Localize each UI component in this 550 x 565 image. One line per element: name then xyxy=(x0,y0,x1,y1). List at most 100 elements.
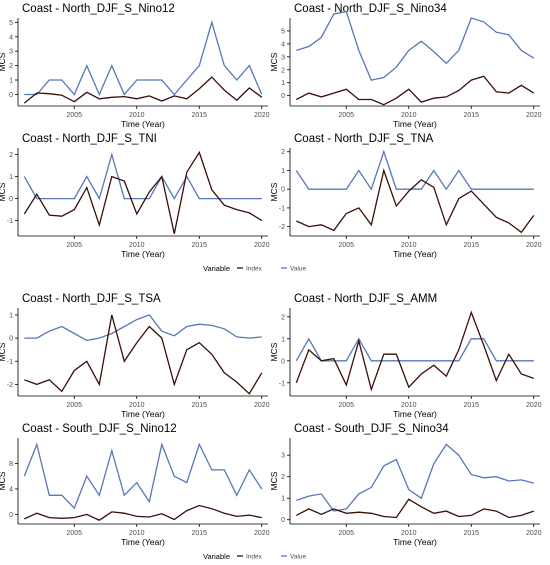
y-tick-label: -1 xyxy=(279,380,285,387)
x-tick-label: 2005 xyxy=(66,530,82,537)
x-axis-label: Time (Year) xyxy=(121,119,165,129)
y-axis-label: MCS xyxy=(0,342,7,361)
panel-title: Coast - South_DJF_S_Nino34 xyxy=(294,423,449,435)
x-tick-label: 2015 xyxy=(191,112,207,119)
panel-title: Coast - North_DJF_S_Nino34 xyxy=(294,3,447,15)
y-tick-label: 2 xyxy=(9,63,13,70)
x-axis-label: Time (Year) xyxy=(121,537,165,547)
series-line-index xyxy=(24,19,263,97)
y-tick-label: 1 xyxy=(9,174,13,181)
y-axis-label: MCS xyxy=(0,52,7,71)
y-tick-label: 0 xyxy=(281,517,285,524)
x-tick-label: 2020 xyxy=(254,112,270,119)
x-tick-label: 2005 xyxy=(66,242,82,249)
x-tick-label: 2005 xyxy=(338,112,354,119)
series-line-value xyxy=(24,314,263,395)
series-line-index xyxy=(23,442,263,510)
chart-panel-8: Coast - South_DJF_S_Nino34 0 1 2 3 2005 2010 20… xyxy=(269,423,542,547)
x-tick-label: 2010 xyxy=(129,112,145,119)
x-tick-label: 2010 xyxy=(129,402,145,409)
y-axis-label: MCS xyxy=(269,182,279,201)
y-tick-label: 3 xyxy=(9,49,13,56)
series-line-index xyxy=(295,337,534,362)
y-tick-label: 0 xyxy=(281,93,285,100)
panel-title: Coast - North_DJF_S_TNI xyxy=(22,133,157,145)
panel-title: Coast - South_DJF_S_Nino12 xyxy=(22,423,177,435)
x-tick-label: 2010 xyxy=(401,530,417,537)
y-tick-label: 3 xyxy=(281,54,285,61)
x-axis-label: Time (Year) xyxy=(393,119,437,129)
y-axis-label: MCS xyxy=(269,342,279,361)
series-line-index xyxy=(295,149,534,191)
y-axis-label: MCS xyxy=(0,471,7,490)
y-axis-label: MCS xyxy=(269,471,279,490)
chart-panel-5: Coast - North_DJF_S_TSA -2 -1 0 1 2005 2010 201… xyxy=(0,293,270,419)
x-tick-label: 2005 xyxy=(66,112,82,119)
series-line-value xyxy=(23,150,263,234)
x-tick-label: 2005 xyxy=(338,242,354,249)
series-line-value xyxy=(296,168,535,234)
x-tick-label: 2015 xyxy=(191,242,207,249)
x-axis-label: Time (Year) xyxy=(121,249,165,259)
panel-title: Coast - North_DJF_S_Nino12 xyxy=(22,3,175,15)
panel-title: Coast - North_DJF_S_AMM xyxy=(294,293,437,305)
x-tick-label: 2010 xyxy=(401,402,417,409)
legend-1: Variable Index Value xyxy=(203,264,306,273)
y-tick-label: -2 xyxy=(7,382,13,389)
chart-panel-3: Coast - North_DJF_S_TNI -1 0 1 2 2005 2010 2015… xyxy=(0,133,270,259)
legend-2: Variable Index Value xyxy=(203,552,306,561)
x-axis-label: Time (Year) xyxy=(393,249,437,259)
y-tick-label: 2 xyxy=(9,152,13,159)
y-axis-label: MCS xyxy=(269,52,279,71)
series-line-value xyxy=(23,76,263,104)
y-tick-label: 8 xyxy=(9,461,13,468)
x-tick-label: 2020 xyxy=(526,112,542,119)
series-line-index xyxy=(24,314,262,342)
chart-panel-7: Coast - South_DJF_S_Nino12 0 4 8 2005 2010 201… xyxy=(0,423,270,547)
y-tick-label: 1 xyxy=(281,80,285,87)
x-tick-label: 2010 xyxy=(129,530,145,537)
x-tick-label: 2020 xyxy=(526,402,542,409)
y-tick-label: 2 xyxy=(281,314,285,321)
x-tick-label: 2005 xyxy=(66,402,82,409)
x-tick-label: 2015 xyxy=(463,402,479,409)
x-tick-label: 2010 xyxy=(401,242,417,249)
y-tick-label: -1 xyxy=(7,359,13,366)
y-tick-label: 3 xyxy=(281,453,285,460)
x-axis-label: Time (Year) xyxy=(121,409,165,419)
x-tick-label: 2020 xyxy=(526,242,542,249)
series-line-value xyxy=(296,498,535,519)
y-tick-label: -1 xyxy=(7,218,13,225)
legend-title: Variable xyxy=(203,264,230,273)
chart-panel-1: Coast - North_DJF_S_Nino12 0 1 2 3 4 5 2005 2010… xyxy=(0,3,270,129)
x-tick-label: 2010 xyxy=(129,242,145,249)
series-line-value xyxy=(296,75,535,106)
x-tick-label: 2005 xyxy=(338,530,354,537)
x-tick-label: 2020 xyxy=(254,402,270,409)
x-tick-label: 2015 xyxy=(463,242,479,249)
legend-label-value: Value xyxy=(290,554,307,561)
x-tick-label: 2005 xyxy=(338,402,354,409)
y-axis-label: MCS xyxy=(0,182,7,201)
y-tick-label: 0 xyxy=(281,358,285,365)
y-tick-label: 1 xyxy=(281,168,285,175)
legend-label-index: Index xyxy=(246,266,263,273)
series-line-index xyxy=(296,10,535,81)
y-tick-label: 4 xyxy=(281,41,285,48)
y-tick-label: -1 xyxy=(279,205,285,212)
series-line-value xyxy=(24,504,262,521)
x-tick-label: 2015 xyxy=(463,112,479,119)
y-tick-label: 0 xyxy=(9,512,13,519)
x-tick-label: 2020 xyxy=(254,530,270,537)
x-tick-label: 2020 xyxy=(254,242,270,249)
panel-title: Coast - North_DJF_S_TSA xyxy=(22,293,161,305)
chart-panel-2: Coast - North_DJF_S_Nino34 0 1 2 3 4 5 2005 2010… xyxy=(269,3,542,129)
x-tick-label: 2015 xyxy=(463,530,479,537)
y-tick-label: 2 xyxy=(281,149,285,156)
series-line-index xyxy=(23,152,262,201)
legend-title: Variable xyxy=(203,552,230,561)
y-tick-label: 0 xyxy=(9,196,13,203)
x-axis-label: Time (Year) xyxy=(393,537,437,547)
y-tick-label: 1 xyxy=(281,336,285,343)
y-tick-label: 4 xyxy=(9,486,13,493)
